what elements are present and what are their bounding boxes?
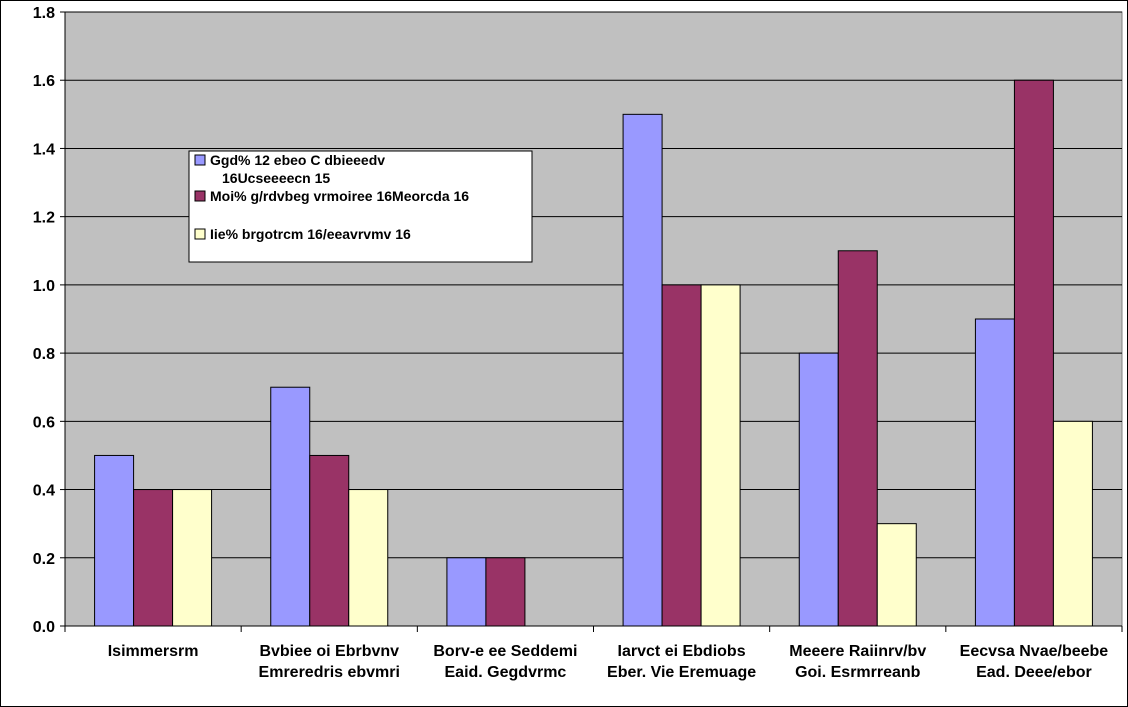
bar bbox=[622, 113, 663, 627]
y-tick-label: 1.6 bbox=[33, 73, 55, 90]
x-category-label: Isimmersrm bbox=[108, 643, 199, 660]
y-tick-label: 1.0 bbox=[33, 278, 55, 295]
legend-label: Iie% brgotrcm 16/eeavrvmv 16 bbox=[210, 226, 411, 242]
x-category-label: Meeere Raiinrv/bv bbox=[789, 643, 926, 660]
y-tick-label: 0.4 bbox=[33, 483, 55, 500]
bar bbox=[1013, 79, 1054, 627]
x-category-label: Emreredris ebvmri bbox=[259, 664, 400, 681]
bar bbox=[798, 352, 839, 627]
y-tick-label: 1.4 bbox=[33, 141, 55, 158]
x-category-label: Eber. Vie Eremuage bbox=[607, 664, 756, 681]
y-tick-label: 0.8 bbox=[33, 346, 55, 363]
y-tick-label: 0.0 bbox=[33, 619, 55, 636]
legend-label: Moi% g/rdvbeg vrmoiree 16Meorcda 16 bbox=[210, 188, 469, 204]
legend-box bbox=[188, 150, 533, 263]
bar bbox=[485, 557, 526, 627]
y-tick-label: 1.8 bbox=[33, 5, 55, 22]
x-category-label: Goi. Esrmrreanb bbox=[795, 664, 921, 681]
y-axis-tick-labels: 0.0 0.2 0.4 0.6 0.8 1.0 1.2 1.4 1.6 1.8 bbox=[33, 5, 55, 636]
legend-swatch bbox=[194, 190, 206, 202]
bar bbox=[661, 284, 702, 627]
bar bbox=[270, 386, 311, 627]
y-tick-label: 1.2 bbox=[33, 210, 55, 227]
x-category-label: Eecvsa Nvae/beebe bbox=[960, 643, 1109, 660]
bar bbox=[172, 489, 213, 627]
bar bbox=[94, 454, 135, 627]
legend-label: Ggd% 12 ebeo C dbieeedv bbox=[210, 152, 385, 168]
legend-swatch bbox=[194, 154, 206, 166]
bar bbox=[1052, 420, 1093, 627]
legend-label: 16Ucseeeecn 15 bbox=[222, 170, 330, 186]
axes bbox=[60, 11, 1123, 632]
bar bbox=[446, 557, 487, 627]
plot-area bbox=[64, 11, 1123, 627]
legend: Ggd% 12 ebeo C dbieeedv 16Ucseeeecn 15 Moi… bbox=[188, 150, 533, 263]
x-category-label: Ead. Deee/ebor bbox=[976, 664, 1092, 681]
y-tick-label: 0.6 bbox=[33, 414, 55, 431]
bar bbox=[700, 284, 741, 627]
x-category-label: Eaid. Gegdvrmc bbox=[445, 664, 567, 681]
x-category-label: Iarvct ei Ebdiobs bbox=[618, 643, 746, 660]
bar bbox=[133, 489, 174, 627]
bar bbox=[837, 250, 878, 627]
y-tick-label: 0.2 bbox=[33, 551, 55, 568]
x-category-label: Borv-e ee Seddemi bbox=[433, 643, 577, 660]
bar bbox=[309, 454, 350, 627]
gridlines bbox=[65, 11, 1122, 559]
x-axis-category-labels: Isimmersrm Bvbiee oi Ebrbvnv Emreredris eb… bbox=[108, 643, 1109, 681]
bar bbox=[974, 318, 1015, 627]
legend-swatch bbox=[194, 228, 206, 240]
bars bbox=[94, 79, 1093, 627]
x-category-label: Bvbiee oi Ebrbvnv bbox=[259, 643, 399, 660]
bar bbox=[876, 523, 917, 627]
bar bbox=[348, 489, 389, 627]
